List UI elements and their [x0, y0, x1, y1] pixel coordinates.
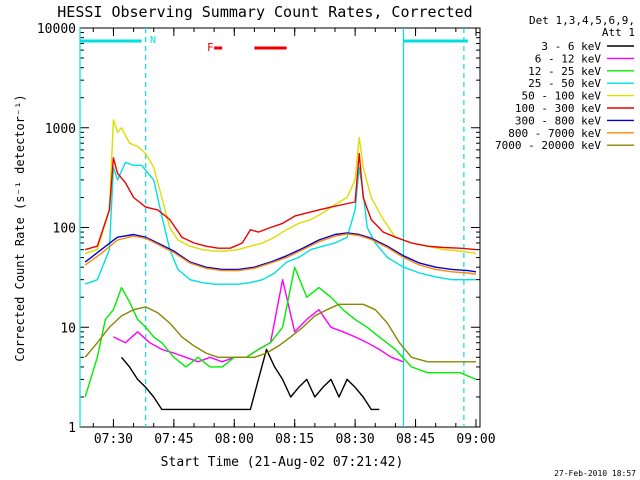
y-tick-label: 10: [60, 321, 76, 336]
x-axis-label: Start Time (21-Aug-02 07:21:42): [161, 455, 404, 470]
timestamp: 27-Feb-2010 18:57: [554, 469, 636, 478]
legend-header-line-1: Det 1,3,4,5,6,9,: [529, 14, 635, 27]
legend-entry-label: 300 - 800 keV: [515, 114, 601, 127]
series-line-50-100-kev: [84, 119, 477, 255]
series-line-3-6-kev: [120, 348, 380, 411]
night-marker: N: [150, 35, 156, 46]
x-tick-label: 07:45: [154, 432, 193, 447]
x-tick-label: 09:00: [456, 432, 495, 447]
series-lines: [84, 119, 477, 411]
legend-header-line-2: Att 1: [602, 26, 635, 39]
y-axis: 1 10 100 1000 10000: [37, 22, 480, 436]
plot-frame: [79, 27, 481, 428]
series-line-25-50-kev: [84, 161, 476, 285]
series-line-800-7000-kev: [84, 233, 477, 275]
x-tick-label: 08:45: [396, 432, 435, 447]
series-line-100-300-kev: [85, 152, 477, 251]
legend-entry-label: 7000 - 20000 keV: [495, 139, 601, 152]
status-bars: [80, 39, 468, 50]
chart-title: HESSI Observing Summary Count Rates, Cor…: [57, 3, 472, 21]
x-tick-label: 08:30: [336, 432, 375, 447]
x-tick-label: 08:00: [215, 432, 254, 447]
legend-entry-label: 800 - 7000 keV: [508, 127, 601, 140]
attenuator-lines: [79, 28, 465, 427]
y-tick-label: 10000: [37, 22, 76, 37]
x-tick-label: 07:30: [94, 432, 133, 447]
y-axis-label: Corrected Count Rate (s⁻¹ detector⁻¹): [13, 94, 27, 361]
flag-letter: F: [207, 41, 214, 54]
legend-entry-label: 25 - 50 keV: [528, 77, 601, 90]
legend-entry-label: 100 - 300 keV: [515, 102, 601, 115]
legend-entry-label: 50 - 100 keV: [522, 90, 602, 103]
x-axis: 07:30 07:45 08:00 08:15 08:30 08:45 09:00: [92, 28, 496, 447]
legend-entry-label: 3 - 6 keV: [541, 40, 601, 53]
y-tick-label: 1000: [45, 122, 76, 137]
series-line-300-800-kev: [84, 232, 477, 273]
series-line-12-25-kev: [84, 266, 477, 398]
series-line-7000-20000-kev: [84, 303, 476, 363]
y-tick-label: 100: [53, 222, 76, 237]
x-tick-label: 08:15: [275, 432, 314, 447]
legend-entry-label: 12 - 25 keV: [528, 65, 601, 78]
y-tick-label: 1: [68, 421, 76, 436]
legend-entry-label: 6 - 12 keV: [535, 52, 602, 65]
